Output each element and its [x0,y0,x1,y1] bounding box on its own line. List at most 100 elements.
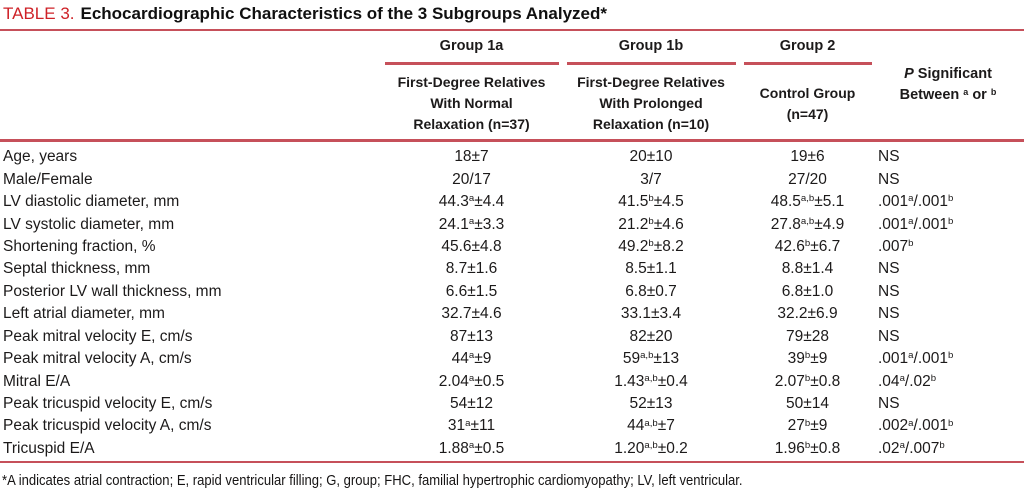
group2-value: 79±28 [786,327,829,345]
group1a-value: 18±7 [454,148,489,166]
group2-value: 6.8±1.0 [781,282,834,300]
group1b-value: 59a,b±13 [622,350,680,368]
p-value: NS [878,260,900,278]
table-row: Left atrial diameter, mm 32.7±4.6 33.1±3.4… [0,303,1024,325]
group2-value: 50±14 [786,395,829,413]
column-header-group2: Group 2 Control Group (n=47) [737,37,878,125]
row-label: Septal thickness, mm [3,260,151,278]
group1a-value: 20/17 [452,170,491,188]
group1b-description: First-Degree Relatives With Prolonged Re… [577,74,725,132]
p-header-rest: Significant [913,66,992,82]
group1b-value: 82±20 [629,327,673,345]
row-label: Posterior LV wall thickness, mm [3,282,222,300]
p-value: NS [878,170,900,188]
table-title: TABLE 3. Echocardiographic Characteristic… [3,3,607,25]
row-label: Peak tricuspid velocity A, cm/s [3,417,212,435]
group1b-value: 44a,b±7 [627,417,675,435]
p-value: NS [878,305,900,323]
table-row: Mitral E/A 2.04a±0.5 1.43a,b±0.4 2.07b±0.8.… [0,370,1024,392]
group1a-name: Group 1a [439,38,504,54]
row-label: Age, years [3,148,78,166]
table-row: LV diastolic diameter, mm 44.3a±4.4 41.5b±… [0,191,1024,213]
group1b-value: 6.8±0.7 [625,282,677,300]
table-row: Peak tricuspid velocity E, cm/s 54±12 52±1… [0,393,1024,415]
p-value: .001a/.001b [878,350,954,368]
group1a-value: 31a±11 [447,417,496,435]
p-value: .02a/.007b [878,439,945,457]
group2-value: 1.96b±0.8 [774,439,841,457]
group1a-value: 45.6±4.8 [441,237,502,255]
row-label: LV diastolic diameter, mm [3,193,180,211]
group1b-value: 3/7 [640,170,662,188]
group1b-name: Group 1b [618,38,684,54]
row-label: Peak mitral velocity E, cm/s [3,327,193,345]
group2-value: 39b±9 [787,350,828,368]
table-row: Age, years 18±7 20±10 19±6 NS [0,146,1024,168]
title-rule [0,29,1024,31]
header-bottom-rule [0,139,1024,142]
p-value: .001a/.001b [878,215,954,233]
group1b-value: 1.20a,b±0.2 [614,439,688,457]
row-label: Left atrial diameter, mm [3,305,165,323]
group2-name: Group 2 [779,38,836,54]
table-caption: Echocardiographic Characteristics of the… [80,4,608,23]
row-label: Peak mitral velocity A, cm/s [3,350,192,368]
group1a-value: 8.7±1.6 [445,260,498,278]
group1b-value: 1.43a,b±0.4 [614,372,688,390]
group2-value: 27.8a,b±4.9 [770,215,845,233]
p-value: .04a/.02b [878,372,937,390]
p-header-line2: Between a or b [899,86,997,103]
group2-value: 48.5a,b±5.1 [770,193,845,211]
p-column-header: P Significant Between a or b [878,64,1018,106]
table-row: Tricuspid E/A 1.88a±0.5 1.20a,b±0.2 1.96b±0… [0,438,1024,460]
row-label: Male/Female [3,170,93,188]
p-value: .002a/.001b [878,417,954,435]
group1b-value: 33.1±3.4 [620,305,682,323]
table-row: Peak tricuspid velocity A, cm/s 31a±11 44a… [0,415,1024,437]
table-body: Age, years 18±7 20±10 19±6 NS Male/Female 20/1… [0,146,1024,460]
group2-value: 19±6 [790,148,825,166]
group1b-value: 49.2b±8.2 [618,237,684,255]
group1b-underline [566,62,736,65]
table-row: Male/Female 20/17 3/7 27/20 NS [0,168,1024,190]
group1a-value: 44.3a±4.4 [438,193,505,211]
group1a-description: First-Degree Relatives With Normal Relax… [397,74,546,132]
p-value: NS [878,148,900,166]
table-row: Septal thickness, mm 8.7±1.6 8.5±1.1 8.8±1.… [0,258,1024,280]
group2-value: 42.6b±6.7 [774,237,841,255]
group1a-underline [384,62,559,65]
group1a-value: 54±12 [450,395,493,413]
table-number: TABLE 3. [3,4,75,23]
group1a-value: 2.04a±0.5 [438,372,505,390]
group1b-value: 41.5b±4.5 [618,193,684,211]
p-italic: P [904,66,914,82]
table-row: Peak mitral velocity E, cm/s 87±13 82±20 79… [0,326,1024,348]
p-header-line1: P Significant [878,64,1018,85]
p-value: NS [878,282,900,300]
table-row: LV systolic diameter, mm 24.1a±3.3 21.2b±4… [0,213,1024,235]
row-label: Tricuspid E/A [3,439,95,457]
p-value: .007b [878,237,914,255]
group2-value: 2.07b±0.8 [774,372,841,390]
group1a-value: 32.7±4.6 [441,305,502,323]
row-label: LV systolic diameter, mm [3,215,175,233]
group2-value: 27/20 [788,170,827,188]
table-row: Shortening fraction, % 45.6±4.8 49.2b±8.2 4… [0,236,1024,258]
table-row: Peak mitral velocity A, cm/s 44a±9 59a,b±1… [0,348,1024,370]
row-label: Mitral E/A [3,372,71,390]
footnote-rule [0,461,1024,463]
group1b-value: 52±13 [629,395,673,413]
p-value: NS [878,327,900,345]
group2-value: 32.2±6.9 [777,305,838,323]
group2-description: Control Group (n=47) [759,85,856,122]
column-header-group1b: Group 1b First-Degree Relatives With Pro… [565,37,737,135]
row-label: Peak tricuspid velocity E, cm/s [3,395,213,413]
group2-value: 27b±9 [787,417,828,435]
group1a-value: 1.88a±0.5 [438,439,505,457]
group2-underline [743,62,872,65]
group1a-value: 24.1a±3.3 [438,215,505,233]
p-value: NS [878,395,900,413]
column-header-group1a: Group 1a First-Degree Relatives With Nor… [378,37,565,135]
table-row: Posterior LV wall thickness, mm 6.6±1.5 6.… [0,281,1024,303]
